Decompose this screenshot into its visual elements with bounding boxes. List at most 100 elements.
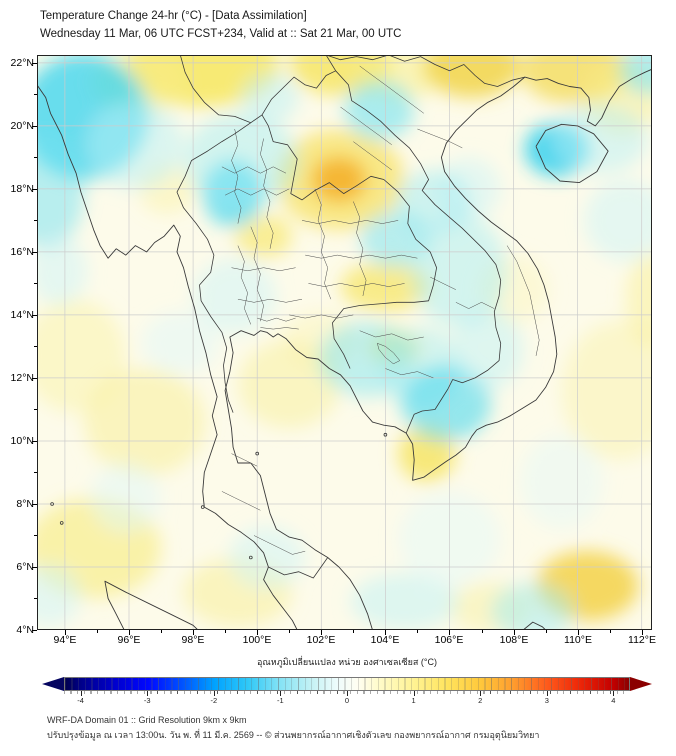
colorbar-tick-mark bbox=[347, 691, 348, 696]
temp-anomaly-blob bbox=[90, 463, 161, 533]
lat-tick-mark bbox=[32, 252, 37, 253]
lon-minor-tick bbox=[417, 630, 418, 633]
lon-tick-label: 94°E bbox=[53, 634, 77, 646]
temp-anomaly-blob bbox=[228, 526, 306, 589]
colorbar-tick-mark bbox=[280, 691, 282, 696]
colorbar-tick-label: -2 bbox=[210, 696, 218, 705]
lon-tick-mark bbox=[257, 630, 258, 635]
temp-anomaly-blob bbox=[625, 251, 652, 347]
lat-tick-label: 8°N bbox=[16, 498, 34, 510]
temp-anomaly-blob bbox=[343, 80, 415, 140]
colorbar-tick-mark bbox=[480, 691, 482, 696]
temp-anomaly-blob bbox=[37, 563, 81, 627]
temp-anomaly-blob bbox=[561, 321, 652, 460]
temp-anomaly-blob bbox=[87, 100, 184, 189]
lat-minor-tick bbox=[34, 283, 37, 284]
colorbar-segment-separators bbox=[65, 678, 629, 690]
temp-anomaly-blob bbox=[311, 157, 367, 202]
temp-anomaly-blob bbox=[37, 236, 88, 306]
temp-anomaly-blob bbox=[350, 573, 459, 630]
lon-tick-label: 112°E bbox=[628, 634, 656, 646]
lon-minor-tick bbox=[97, 630, 98, 633]
footer-model-info: WRF-DA Domain 01 :: Grid Resolution 9km … bbox=[47, 715, 247, 725]
lon-minor-tick bbox=[225, 630, 226, 633]
lon-tick-label: 98°E bbox=[181, 634, 205, 646]
temp-anomaly-blob bbox=[552, 103, 649, 174]
colorbar-tick-label: -1 bbox=[277, 696, 284, 705]
colorbar-tick-label: -3 bbox=[143, 696, 151, 705]
lon-tick-label: 106°E bbox=[434, 634, 464, 646]
lat-minor-tick bbox=[34, 157, 37, 158]
lon-tick-mark bbox=[65, 630, 66, 635]
temp-anomaly-blob bbox=[411, 214, 508, 328]
lat-tick-mark bbox=[32, 504, 37, 505]
lon-tick-label: 110°E bbox=[564, 634, 592, 646]
lat-tick-label: 6°N bbox=[16, 561, 34, 573]
lat-tick-label: 10°N bbox=[10, 435, 34, 447]
country-borders bbox=[176, 55, 525, 579]
footer-agency-info: ปรับปรุงข้อมูล ณ เวลา 13:00น. วัน พ. ที่… bbox=[47, 730, 540, 740]
lon-tick-label: 104°E bbox=[370, 634, 400, 646]
lat-minor-tick bbox=[34, 598, 37, 599]
lat-minor-tick bbox=[34, 220, 37, 221]
lon-tick-label: 108°E bbox=[499, 634, 529, 646]
map-frame bbox=[37, 55, 652, 630]
page-subtitle: Wednesday 11 Mar, 06 UTC FCST+234, Valid… bbox=[40, 28, 402, 40]
colorbar-ticks: -4 -3 -2 -1 0 1 2 3 4 bbox=[64, 691, 630, 707]
temp-anomaly-blob bbox=[238, 340, 341, 429]
lat-minor-tick bbox=[34, 535, 37, 536]
colorbar-left-arrow bbox=[42, 677, 64, 691]
temp-anomaly-blob bbox=[423, 55, 520, 98]
lon-minor-tick bbox=[610, 630, 611, 633]
temp-anomaly-blob bbox=[401, 365, 492, 442]
province-borders bbox=[221, 65, 540, 555]
lat-tick-mark bbox=[32, 63, 37, 64]
lon-tick-mark bbox=[193, 630, 194, 635]
temp-anomaly-blob bbox=[619, 55, 652, 95]
lon-tick-label: 96°E bbox=[117, 634, 141, 646]
lon-minor-tick bbox=[482, 630, 483, 633]
temp-anomaly-blob bbox=[141, 311, 219, 375]
lat-tick-label: 14°N bbox=[10, 309, 34, 321]
temp-anomaly-blob bbox=[520, 434, 604, 530]
temperature-field bbox=[37, 55, 652, 630]
lat-tick-label: 20°N bbox=[10, 120, 34, 132]
lat-tick-mark bbox=[32, 441, 37, 442]
gridlines bbox=[37, 55, 652, 630]
temp-anomaly-blob bbox=[234, 214, 293, 259]
temp-anomaly-blob bbox=[183, 113, 299, 208]
lon-tick-mark bbox=[321, 630, 322, 635]
page-title: Temperature Change 24-hr (°C) - [Data As… bbox=[40, 10, 307, 22]
lon-tick-label: 102°E bbox=[306, 634, 336, 646]
temp-anomaly-blob bbox=[491, 582, 575, 630]
colorbar-tick-label: -4 bbox=[77, 696, 84, 705]
colorbar-tick-mark bbox=[413, 691, 415, 696]
lon-tick-mark bbox=[578, 630, 579, 635]
colorbar-tick-label: 4 bbox=[611, 696, 616, 705]
lat-tick-mark bbox=[32, 378, 37, 379]
map-svg bbox=[37, 55, 652, 630]
lat-tick-label: 4°N bbox=[16, 624, 34, 636]
map-plot-area bbox=[37, 55, 652, 630]
lat-tick-mark bbox=[32, 567, 37, 568]
lon-minor-tick bbox=[353, 630, 354, 633]
colorbar-tick-mark bbox=[147, 691, 149, 696]
colorbar-tick-label: 0 bbox=[344, 696, 350, 705]
lat-tick-mark bbox=[32, 189, 37, 190]
temp-anomaly-blob bbox=[452, 308, 524, 391]
colorbar-gradient-bar bbox=[64, 677, 630, 691]
lon-tick-mark bbox=[385, 630, 386, 635]
lat-tick-label: 22°N bbox=[10, 57, 34, 69]
colorbar-tick-mark bbox=[613, 691, 615, 696]
lon-minor-tick bbox=[546, 630, 547, 633]
lon-minor-tick bbox=[161, 630, 162, 633]
temp-anomaly-blob bbox=[84, 368, 206, 476]
temp-anomaly-blob bbox=[359, 210, 431, 268]
lon-tick-mark bbox=[129, 630, 130, 635]
coastlines bbox=[37, 68, 652, 630]
small-islands bbox=[50, 432, 388, 560]
colorbar-label: อุณหภูมิเปลี่ยนแปลง หน่วย องศาเซลเซียส (… bbox=[257, 657, 437, 667]
lon-tick-mark bbox=[449, 630, 450, 635]
lat-tick-mark bbox=[32, 315, 37, 316]
